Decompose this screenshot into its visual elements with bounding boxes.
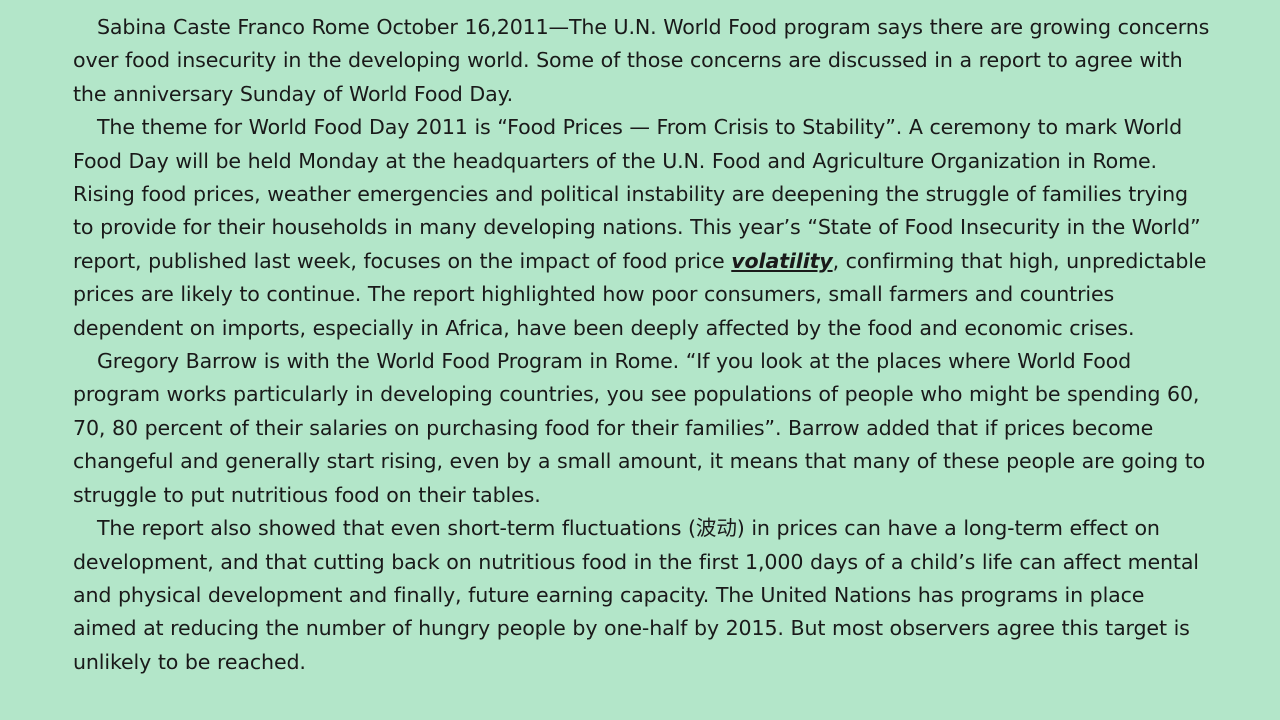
paragraph-4: The report also showed that even short-t… (73, 516, 1199, 674)
paragraph-3: Gregory Barrow is with the World Food Pr… (73, 349, 1206, 507)
article-text-box: Sabina Caste Franco Rome October 16,2011… (73, 11, 1213, 679)
paragraph-2-before: The theme for World Food Day 2011 is “Fo… (73, 115, 1201, 273)
highlighted-keyword: volatility (731, 248, 833, 273)
paragraph-1: Sabina Caste Franco Rome October 16,2011… (73, 15, 1210, 106)
paragraph-2: The theme for World Food Day 2011 is “Fo… (73, 111, 1213, 345)
paragraph-2-after: , confirming that high, unpredictable pr… (73, 248, 1207, 340)
